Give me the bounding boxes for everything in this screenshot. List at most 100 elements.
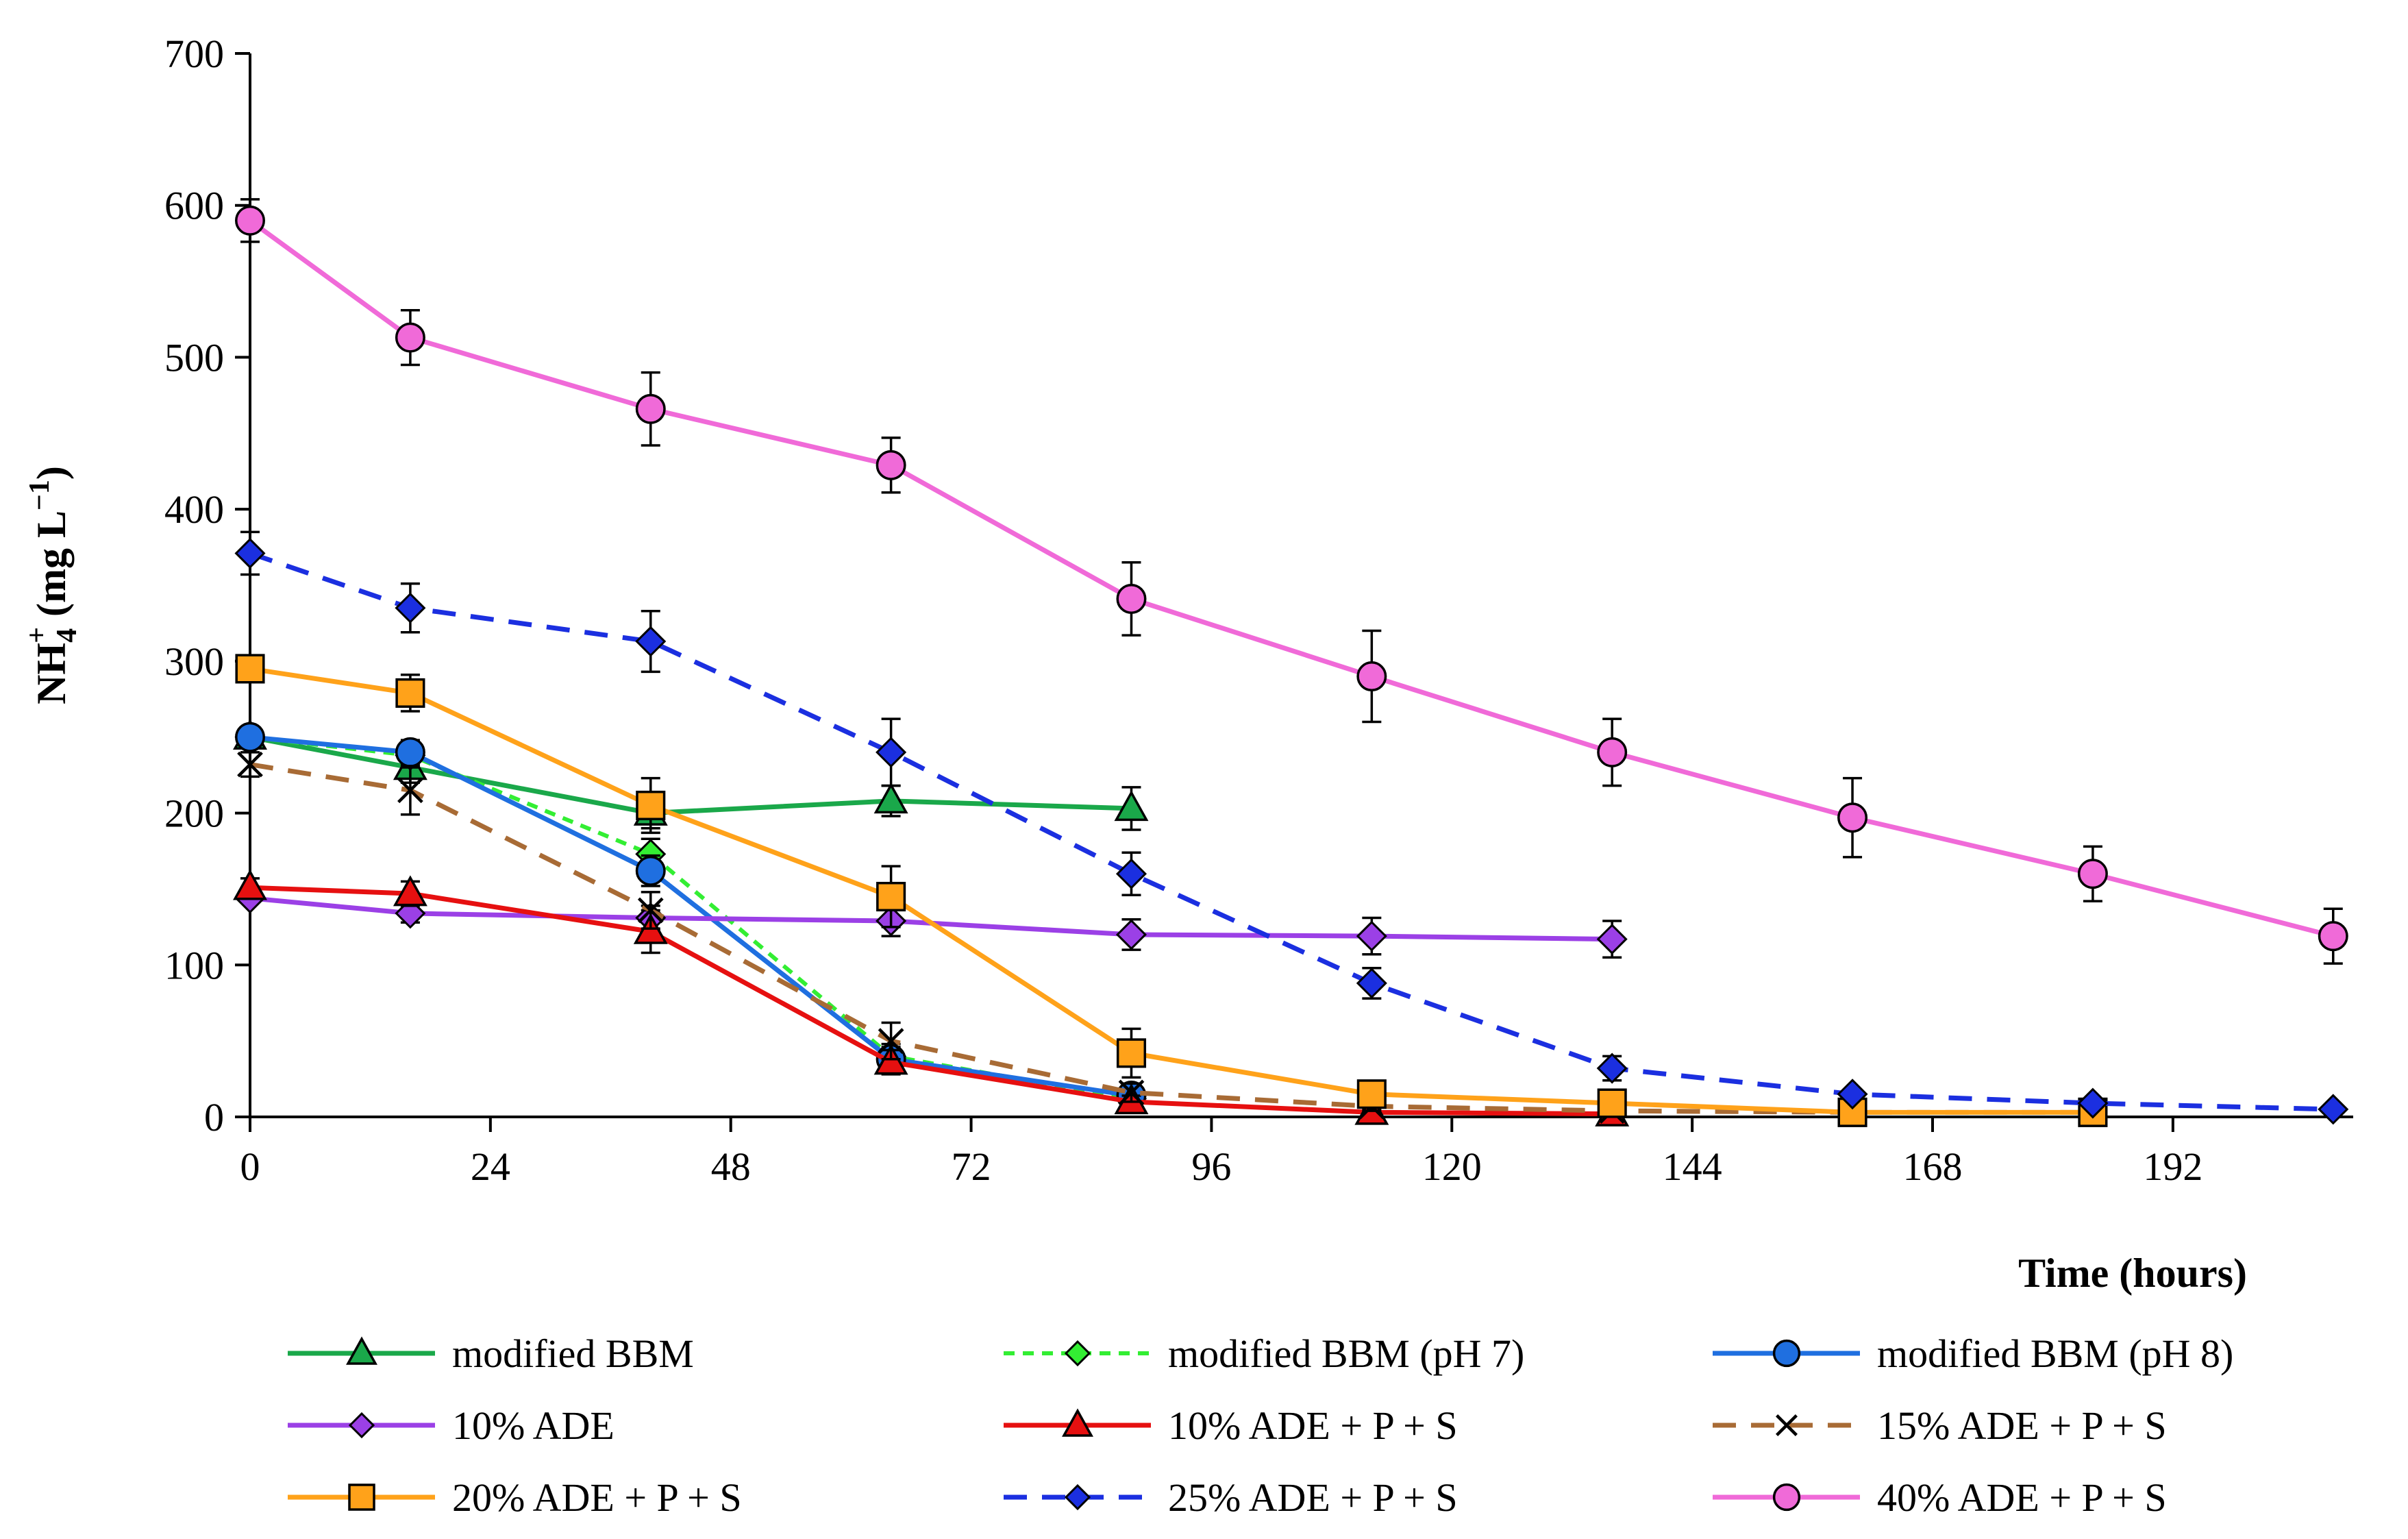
data-point <box>1837 1097 1867 1127</box>
legend-marker <box>1776 1414 1798 1436</box>
x-tick-label: 144 <box>1663 1144 1722 1189</box>
x-tick-label: 168 <box>1903 1144 1963 1189</box>
legend-marker <box>1772 1339 1801 1368</box>
y-tick-label: 0 <box>204 1095 224 1140</box>
data-point <box>1356 968 1387 999</box>
data-point <box>1116 583 1147 614</box>
series-line <box>249 762 2093 1115</box>
data-point <box>876 737 907 768</box>
legend-item: modified BBM (pH 8) <box>1713 1331 2233 1376</box>
legend-item: 20% ADE + P + S <box>288 1475 742 1520</box>
y-tick-label: 400 <box>164 487 224 532</box>
x-tick-label: 96 <box>1191 1144 1231 1189</box>
y-tick-label: 600 <box>164 184 224 228</box>
x-tick-label: 24 <box>471 1144 510 1189</box>
legend-marker <box>1064 1483 1091 1511</box>
data-point <box>1114 790 1149 822</box>
y-tick-label: 500 <box>164 335 224 380</box>
y-tick-label: 700 <box>164 32 224 76</box>
series-8 <box>235 198 2348 965</box>
data-point <box>235 654 265 684</box>
x-tick-label: 72 <box>952 1144 991 1189</box>
series-7 <box>234 530 2349 1125</box>
legend-marker <box>346 1336 377 1365</box>
legend-label: modified BBM <box>452 1331 694 1376</box>
data-point <box>637 897 664 924</box>
data-point <box>635 393 666 424</box>
data-point <box>2318 921 2348 952</box>
data-point <box>876 450 906 480</box>
series-6 <box>235 654 2108 1127</box>
series-line <box>249 551 2333 1112</box>
data-point <box>395 322 425 353</box>
legend-item: 15% ADE + P + S <box>1713 1403 2167 1448</box>
legend-label: 25% ADE + P + S <box>1168 1475 1458 1520</box>
series-4 <box>233 869 1630 1126</box>
x-tick-label: 192 <box>2143 1144 2202 1189</box>
legend-item: 10% ADE + P + S <box>1004 1403 1458 1448</box>
data-point <box>237 751 263 778</box>
data-point <box>1596 1052 1628 1084</box>
data-point <box>395 678 425 708</box>
data-point <box>1597 737 1628 767</box>
data-point <box>233 869 267 900</box>
legend-item: 25% ADE + P + S <box>1004 1475 1458 1520</box>
data-point <box>395 737 425 767</box>
legend-item: modified BBM <box>288 1331 694 1376</box>
series-line <box>249 666 2093 1115</box>
y-axis-title: NH4+ (mg L−1) <box>21 466 83 704</box>
data-point <box>1837 1079 1868 1110</box>
legend-item: 10% ADE <box>288 1403 615 1448</box>
data-point <box>234 537 266 569</box>
legend-label: 10% ADE <box>452 1403 615 1448</box>
legend-marker <box>1772 1483 1801 1512</box>
data-point <box>2077 859 2108 889</box>
data-point <box>395 592 426 624</box>
legend-label: 40% ADE + P + S <box>1877 1475 2167 1520</box>
x-tick-label: 48 <box>711 1144 751 1189</box>
data-point <box>635 855 666 886</box>
legend-marker <box>348 1483 375 1511</box>
legend-marker <box>1062 1408 1093 1437</box>
axes: 0 100 200 300 400 500 600 700 0 24 48 72 96 120 144 168… <box>21 32 2353 1296</box>
y-tick-label: 100 <box>164 943 224 987</box>
x-tick-label: 120 <box>1422 1144 1482 1189</box>
data-point <box>873 783 908 814</box>
data-point <box>636 790 666 821</box>
legend-label: 15% ADE + P + S <box>1877 1403 2167 1448</box>
data-point <box>2077 1087 2109 1119</box>
legend-item: 40% ADE + P + S <box>1713 1475 2167 1520</box>
series-line <box>249 896 1613 942</box>
data-point <box>2318 1094 2349 1125</box>
legend-label: modified BBM (pH 7) <box>1168 1331 1524 1376</box>
legend-label: 10% ADE + P + S <box>1168 1403 1458 1448</box>
y-tick-label: 200 <box>164 791 224 836</box>
legend-marker <box>348 1412 375 1439</box>
x-axis-title: Time (hours) <box>2018 1251 2247 1296</box>
legend-label: 20% ADE + P + S <box>452 1475 742 1520</box>
data-point <box>393 875 427 907</box>
series-line <box>248 219 2334 939</box>
legend-label: modified BBM (pH 8) <box>1877 1331 2233 1376</box>
data-point <box>1356 920 1387 952</box>
data-point <box>1118 1079 1145 1106</box>
data-point <box>1356 1079 1387 1109</box>
data-point <box>878 1028 904 1055</box>
y-tick-label: 300 <box>164 639 224 684</box>
data-point <box>397 777 423 804</box>
data-point <box>1356 661 1387 692</box>
legend-marker <box>1064 1340 1091 1367</box>
data-point <box>1597 1088 1627 1118</box>
data-point <box>876 881 906 912</box>
data-point <box>1837 802 1868 833</box>
data-point <box>1115 858 1147 889</box>
data-point <box>235 205 265 236</box>
data-point <box>235 722 265 752</box>
x-tick-label: 0 <box>240 1144 260 1189</box>
legend: modified BBM modified BBM (pH 7) modified … <box>288 1331 2233 1520</box>
data-point <box>1115 919 1147 950</box>
data-point <box>1596 924 1628 955</box>
data-point <box>1116 1038 1147 1068</box>
legend-item: modified BBM (pH 7) <box>1004 1331 1524 1376</box>
